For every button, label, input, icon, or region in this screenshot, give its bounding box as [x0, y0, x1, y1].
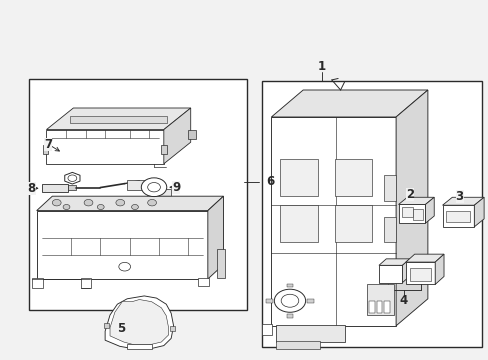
Text: 7: 7	[44, 138, 52, 150]
Bar	[188, 130, 196, 139]
Text: 1: 1	[317, 60, 325, 73]
Text: 4: 4	[399, 294, 407, 307]
Polygon shape	[442, 205, 473, 227]
Bar	[446, 211, 469, 222]
Bar	[261, 324, 272, 335]
Circle shape	[131, 204, 138, 210]
Bar	[217, 249, 224, 278]
Polygon shape	[163, 108, 190, 164]
Text: 5: 5	[117, 322, 125, 335]
Bar	[383, 217, 395, 242]
Polygon shape	[405, 254, 443, 262]
Bar	[306, 299, 313, 302]
Bar	[334, 205, 372, 242]
Bar	[383, 175, 395, 201]
Circle shape	[63, 204, 70, 210]
Bar	[70, 116, 167, 123]
Polygon shape	[473, 197, 483, 227]
Bar	[29, 79, 246, 310]
Circle shape	[68, 175, 77, 181]
Polygon shape	[46, 108, 190, 130]
Polygon shape	[398, 204, 425, 223]
Bar	[81, 278, 91, 288]
Bar	[368, 301, 374, 313]
Circle shape	[84, 199, 93, 206]
Bar	[261, 81, 481, 347]
Circle shape	[147, 183, 160, 192]
Bar	[127, 180, 146, 190]
Bar	[412, 209, 422, 220]
Polygon shape	[46, 130, 163, 164]
Bar	[170, 326, 175, 331]
Polygon shape	[110, 300, 168, 345]
Polygon shape	[37, 196, 223, 211]
Bar	[104, 323, 109, 328]
Bar	[161, 144, 167, 153]
Polygon shape	[37, 211, 207, 279]
Circle shape	[141, 178, 166, 197]
Polygon shape	[271, 117, 395, 326]
Bar	[276, 325, 344, 342]
Polygon shape	[105, 296, 173, 348]
Bar	[334, 159, 372, 196]
Bar	[41, 184, 68, 192]
Bar	[280, 205, 317, 242]
Bar	[32, 278, 42, 288]
Polygon shape	[378, 265, 402, 283]
Text: 3: 3	[455, 190, 463, 203]
Polygon shape	[434, 254, 443, 284]
Circle shape	[274, 289, 305, 312]
Bar	[146, 189, 159, 197]
Text: 2: 2	[405, 188, 413, 201]
Polygon shape	[425, 197, 433, 223]
Polygon shape	[398, 197, 433, 204]
Text: 6: 6	[266, 175, 274, 188]
Polygon shape	[271, 90, 427, 117]
Bar	[276, 341, 319, 349]
Bar	[68, 185, 76, 190]
Bar	[42, 144, 48, 153]
Bar	[286, 284, 293, 287]
Bar	[280, 159, 317, 196]
Polygon shape	[442, 197, 483, 205]
Bar	[198, 278, 208, 286]
Polygon shape	[395, 90, 427, 326]
Circle shape	[52, 199, 61, 206]
Circle shape	[119, 262, 130, 271]
Bar	[376, 301, 382, 313]
Polygon shape	[402, 259, 409, 283]
Bar	[366, 284, 393, 315]
Text: 9: 9	[172, 181, 180, 194]
Bar	[127, 344, 151, 349]
Text: 8: 8	[28, 182, 36, 195]
Polygon shape	[405, 262, 434, 284]
Polygon shape	[207, 196, 223, 279]
Circle shape	[97, 204, 104, 210]
Circle shape	[281, 294, 298, 307]
Bar	[383, 301, 389, 313]
Bar	[286, 314, 293, 318]
Circle shape	[116, 199, 124, 206]
Polygon shape	[378, 259, 409, 265]
Bar	[265, 299, 272, 302]
Polygon shape	[64, 172, 80, 184]
Bar	[409, 268, 430, 281]
Bar	[402, 207, 412, 217]
Circle shape	[147, 199, 156, 206]
Bar	[159, 189, 171, 196]
